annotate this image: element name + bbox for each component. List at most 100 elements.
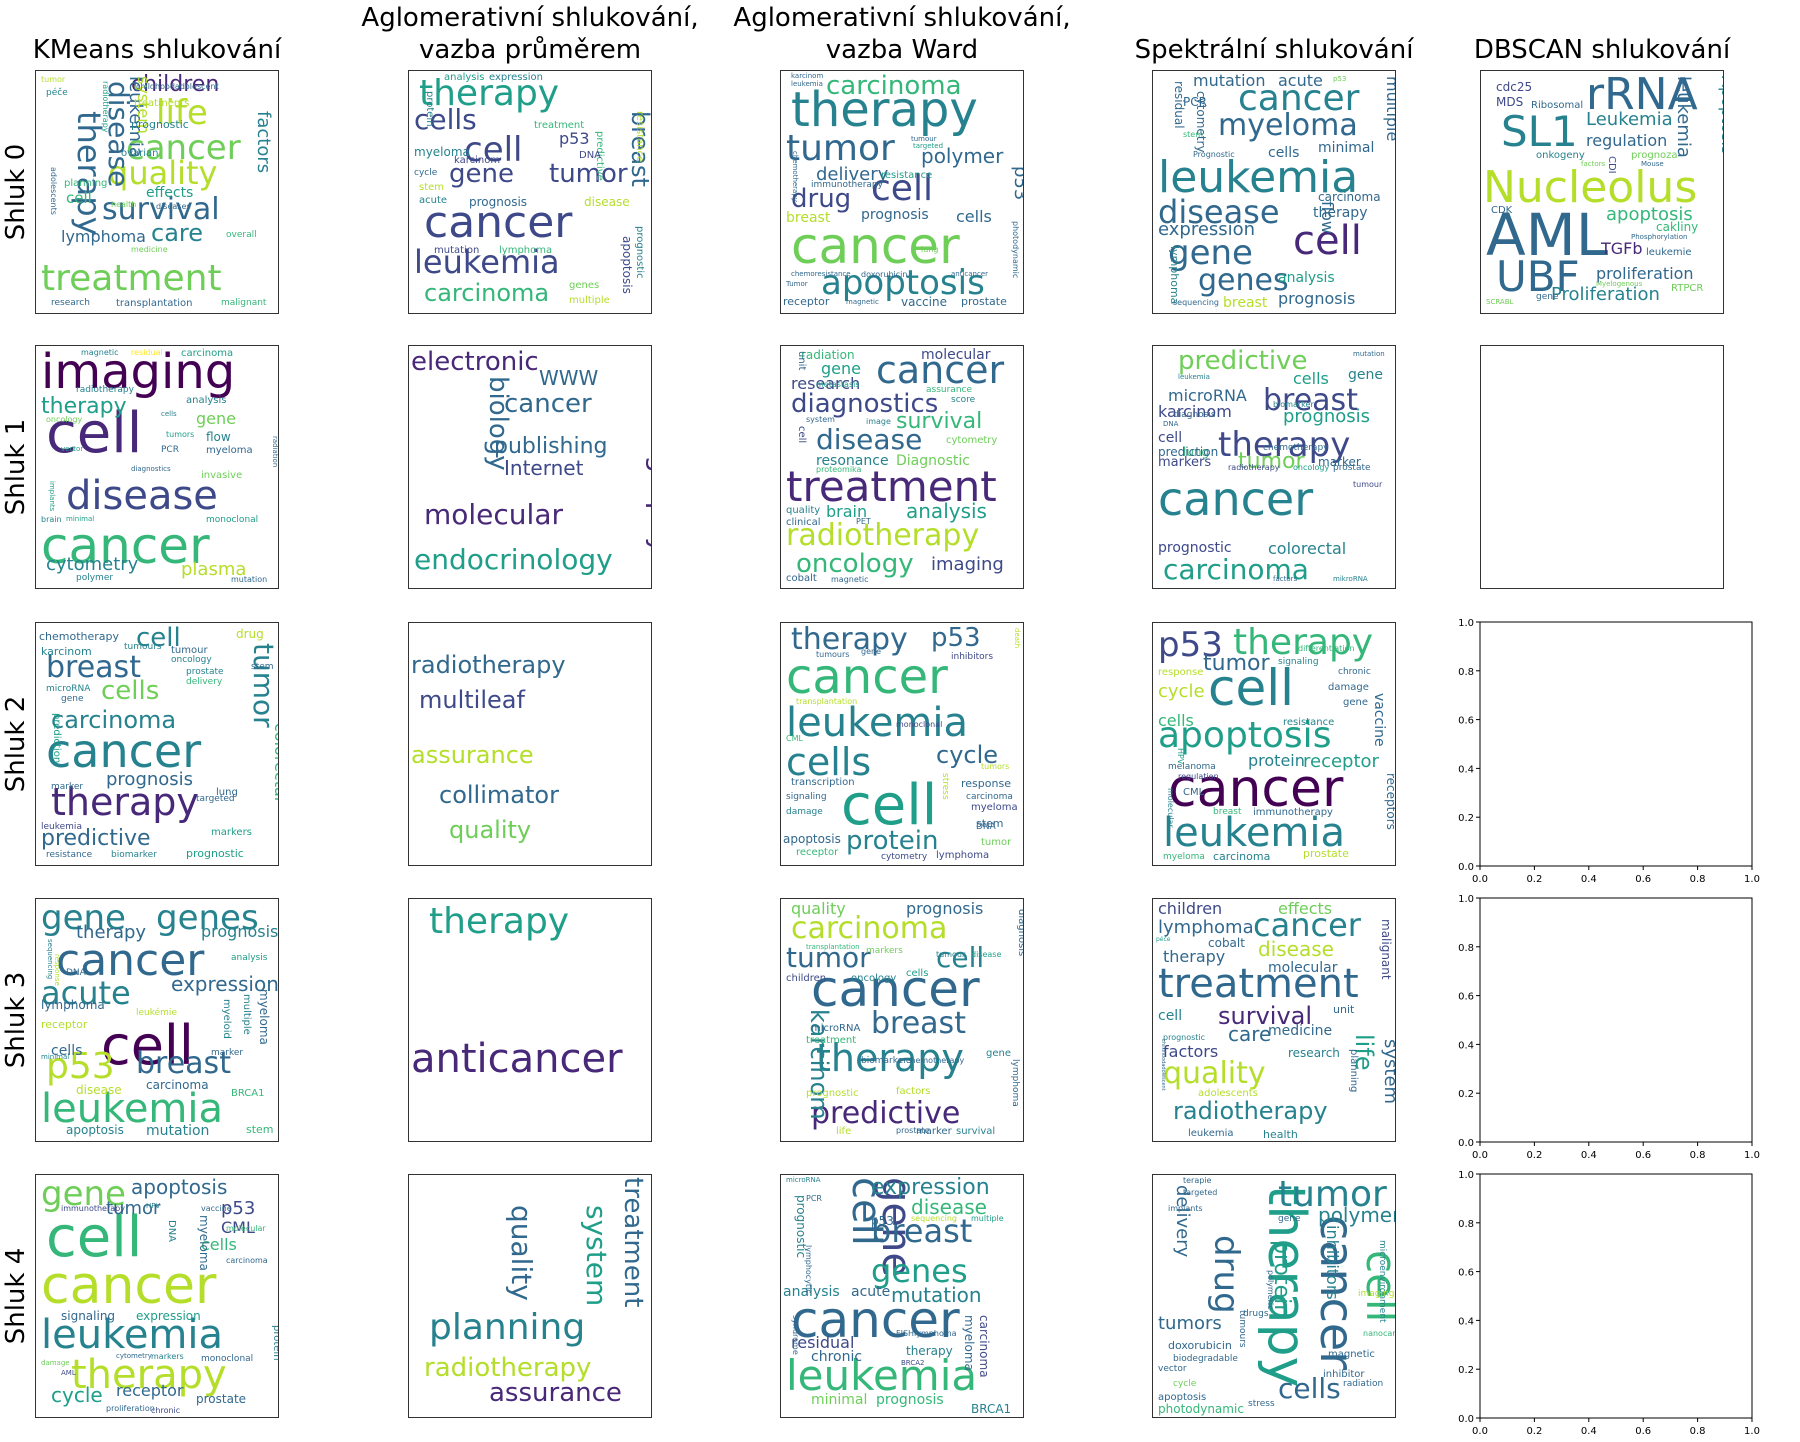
wordcloud-panel: leukemia cancer myeloma disease gene cell gene… [1152, 70, 1396, 314]
x-tick-label: 0.0 [1472, 1426, 1488, 1437]
wordcloud-word: response [961, 777, 1011, 790]
wordcloud-word: resistance [46, 850, 93, 860]
wordcloud-word: expression [871, 1175, 990, 1200]
wordcloud-word: resonance [816, 453, 889, 469]
wordcloud-panel [1480, 345, 1724, 589]
wordcloud-word: therapy [1218, 425, 1351, 465]
wordcloud-word: magnetic [81, 348, 119, 357]
wordcloud-word: therapy [51, 780, 199, 824]
wordcloud-word: monoclonal [201, 1354, 254, 1364]
x-tick-label: 0.4 [1581, 874, 1597, 885]
wordcloud-word: proteomika [816, 465, 862, 474]
wordcloud-word: imaging [931, 554, 1004, 575]
wordcloud-word: microRNA [811, 1023, 861, 1034]
wordcloud-word: stem [1183, 130, 1204, 139]
wordcloud-word: radiotherapy [76, 385, 134, 395]
wordcloud-word: acute [1278, 71, 1323, 90]
wordcloud-word: anticancer [951, 270, 989, 278]
wordcloud-word: marker [51, 782, 84, 792]
y-tick-label: 0.6 [1458, 716, 1474, 727]
wordcloud-word: response [53, 954, 61, 986]
wordcloud-word: death [1013, 628, 1021, 649]
wordcloud-word: cycle [414, 168, 438, 178]
wordcloud-word: monoclonal [896, 720, 943, 729]
y-tick-label: 0.8 [1458, 1219, 1474, 1230]
wordcloud-word: p53 [1158, 625, 1223, 665]
wordcloud-word: prognosis [861, 207, 929, 223]
wordcloud-word: cell [1208, 659, 1295, 717]
wordcloud-word: molecular [424, 498, 564, 531]
wordcloud-word: cells [1293, 369, 1329, 388]
wordcloud-word: myeloma [257, 989, 271, 1045]
wordcloud-word: stem [976, 817, 1004, 830]
wordcloud-word: inhibitors [1323, 1225, 1342, 1300]
wordcloud-word: targeted [913, 142, 944, 150]
wordcloud-word: cycle [51, 1383, 103, 1407]
wordcloud-word: UBF [1496, 252, 1580, 301]
wordcloud-word: cancer [791, 217, 960, 275]
wordcloud-word: inhibitor [1323, 1369, 1365, 1380]
wordcloud-word: DNA [66, 968, 86, 978]
x-tick-label: 0.4 [1581, 1426, 1597, 1437]
wordcloud-word: tumour [911, 135, 937, 143]
wordcloud-word: oncology [796, 549, 914, 579]
y-tick-label: 0.8 [1458, 943, 1474, 954]
wordcloud-word: radiotherapy [1173, 1097, 1328, 1125]
wordcloud-panel: therapy cancer tumor cell apoptosis carcinoma… [780, 70, 1024, 314]
x-tick-label: 0.4 [1581, 1150, 1597, 1161]
wordcloud-word: protein [271, 1325, 279, 1361]
wordcloud-word: analysis [444, 72, 485, 83]
wordcloud-word: mutation [891, 1283, 982, 1307]
wordcloud-word: brain [41, 515, 62, 524]
wordcloud-word: prognosis [201, 922, 279, 941]
wordcloud-word: collimator [439, 781, 559, 809]
wordcloud-word: cancer [41, 1256, 217, 1316]
wordcloud-word: chronic [811, 1349, 863, 1365]
wordcloud-word: cytometry [881, 852, 928, 862]
wordcloud-word: cell [136, 623, 181, 653]
wordcloud-word: proliferation [1596, 264, 1694, 283]
wordcloud-word: cancer [791, 1291, 960, 1349]
wordcloud-word: prediction [1158, 445, 1219, 459]
wordcloud-word: stress [1248, 1399, 1275, 1409]
wordcloud-word: apoptosis [131, 1175, 228, 1199]
wordcloud-word: biodegradable [1173, 1354, 1238, 1364]
wordcloud-word: sequencing [911, 1214, 957, 1223]
wordcloud-word: multiple [971, 1214, 1004, 1223]
wordcloud-word: plasma [181, 559, 247, 580]
wordcloud-word: cobalt [1208, 936, 1245, 950]
wordcloud-word: cancer [424, 197, 573, 248]
wordcloud-word: multiple [241, 994, 252, 1035]
wordcloud-word: microRNA [1168, 386, 1247, 405]
wordcloud-word: Myelogenous [1596, 280, 1643, 288]
wordcloud-word: gene [1278, 1214, 1301, 1224]
wordcloud-word: FISHlymphoma [896, 1329, 957, 1338]
wordcloud-word: apoptosis [821, 263, 985, 303]
wordcloud-word: gene [61, 694, 84, 704]
wordcloud-word: diagnosis [1173, 410, 1216, 420]
wordcloud-word: cells [101, 676, 160, 706]
wordcloud-word: protein [846, 826, 939, 856]
wordcloud-word: biomarkers [861, 1056, 912, 1066]
wordcloud-word: mutation [434, 245, 480, 256]
wordcloud-word: prognostic [1163, 1033, 1206, 1042]
wordcloud-word: mutation [231, 575, 268, 584]
wordcloud-word: analysis [906, 499, 987, 523]
x-tick-label: 0.2 [1526, 1426, 1542, 1437]
wordcloud-word: minimal [1318, 140, 1375, 156]
wordcloud-word: myeloma [197, 1215, 211, 1271]
wordcloud-word: leukemia [1163, 810, 1346, 856]
wordcloud-word: gene [1343, 697, 1368, 708]
y-tick-label: 0.0 [1458, 1414, 1474, 1425]
wordcloud-word: targeted [1183, 1188, 1218, 1197]
wordcloud-word: AML [61, 1369, 76, 1377]
wordcloud-word: p53 [931, 623, 981, 653]
wordcloud-word: receptor [796, 847, 839, 858]
wordcloud-word: malignant [221, 298, 267, 308]
wordcloud-word: tumor [786, 941, 871, 974]
wordcloud-word: quality [505, 1205, 538, 1301]
wordcloud-word: cells [414, 103, 477, 136]
wordcloud-word: imaging [41, 345, 236, 400]
wordcloud-word: residual [131, 348, 163, 357]
wordcloud-word: vaccine [901, 295, 947, 309]
